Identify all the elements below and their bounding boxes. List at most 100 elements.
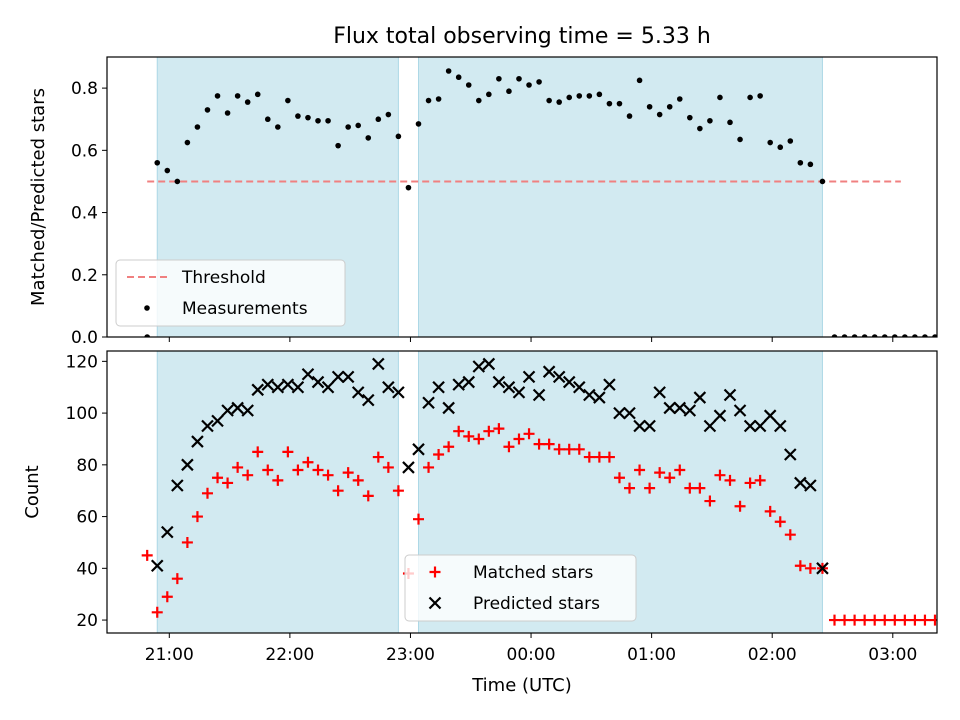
measurement-point [365,135,372,141]
measurement-point [395,133,402,140]
predicted-star-point [673,401,687,415]
measurement-point [214,93,221,99]
predicted-star-point [341,370,355,384]
top-panel: 0.0 0.2 0.4 0.6 0.8 Threshold Measurements [71,56,938,348]
measurement-point [465,82,472,88]
matched-star-point [909,614,921,626]
matched-star-point [889,614,901,626]
measurement-point [596,91,603,98]
matched-star-point [543,438,555,450]
bottom-y-axis-label: Count [22,465,43,518]
predicted-star-point [603,378,616,391]
measurement-point [737,136,743,143]
measurement-point [385,111,392,118]
y-tick-label: 80 [76,456,98,476]
measurement-point [194,124,201,130]
chart-title: Flux total observing time = 5.33 h [333,24,711,49]
matched-star-point [191,511,203,523]
measurement-point [455,74,462,81]
predicted-star-point [784,448,797,461]
matched-star-point [774,516,786,528]
predicted-star-point [633,419,646,433]
matched-star-point [473,433,485,445]
measurement-point [819,178,826,185]
measurement-point [717,94,723,101]
matched-star-point [201,487,213,499]
measurement-point [325,117,331,124]
predicted-star-point [816,562,829,575]
predicted-star-point [402,461,415,474]
measurement-point [767,139,773,146]
measurement-point [204,107,211,113]
matched-star-point [181,536,193,548]
measurement-point [787,138,794,144]
predicted-star-point [241,404,254,417]
matched-star-point [839,614,851,626]
predicted-star-point [562,375,576,389]
x-tick-label: 21:00 [145,645,194,665]
matched-star-point [453,425,465,437]
plot-area [144,68,937,337]
matched-star-point [859,614,871,626]
predicted-star-point [643,419,656,433]
matched-star-point [583,451,595,463]
predicted-star-point [683,404,697,417]
matched-star-point [849,614,861,626]
measurement-point [174,178,181,185]
matched-star-point [242,469,254,481]
legend-matched-label: Matched stars [473,563,593,583]
matched-star-point [222,477,234,489]
predicted-star-point [201,419,214,433]
matched-star-point [332,485,344,497]
measurement-point [475,97,482,104]
measurement-point [841,334,848,337]
measurement-point [656,111,663,118]
plot-area [141,357,937,626]
matched-star-point [624,482,636,494]
x-tick-label: 02:00 [748,645,797,665]
measurement-point [646,103,653,110]
measurement-point [526,82,532,88]
matched-star-point [869,614,881,626]
measurement-point [576,93,583,99]
matched-star-point [443,441,455,453]
predicted-star-point [271,380,285,394]
predicted-star-point [432,380,445,394]
matched-star-point [262,464,274,476]
y-tick-label: 100 [66,404,98,424]
x-tick-label: 23:00 [386,645,435,665]
measurement-point [536,79,542,85]
measurement-point [687,114,693,121]
predicted-star-point [583,388,596,402]
measurement-point [335,142,341,149]
predicted-star-point [753,419,767,433]
predicted-star-point [482,357,496,371]
measurement-point [807,161,814,168]
measurement-point [254,91,261,98]
measurement-point [666,103,673,110]
measurement-point [445,68,452,74]
matched-star-point [573,443,585,455]
predicted-star-point [723,388,737,402]
top-y-axis-label: Matched/Predicted stars [28,88,49,306]
predicted-star-point [150,559,164,573]
predicted-star-point [211,414,224,428]
predicted-star-point [763,409,777,422]
predicted-star-point [552,370,566,384]
y-tick-label: 0.0 [71,328,98,348]
y-tick-label: 120 [66,352,98,372]
measurement-point [626,113,633,119]
predicted-star-point [422,396,435,410]
measurement-point [851,334,858,337]
legend-measurements-label: Measurements [182,299,308,319]
measurement-point [891,334,898,337]
predicted-star-point [492,375,506,389]
measurement-point [234,93,241,99]
legend-predicted-label: Predicted stars [473,594,600,614]
x-tick-label: 03:00 [868,645,917,665]
matched-star-point [272,474,284,486]
predicted-star-point [231,401,244,415]
matched-star-point [302,456,314,468]
matched-star-point [161,591,173,603]
measurement-point [616,100,623,107]
